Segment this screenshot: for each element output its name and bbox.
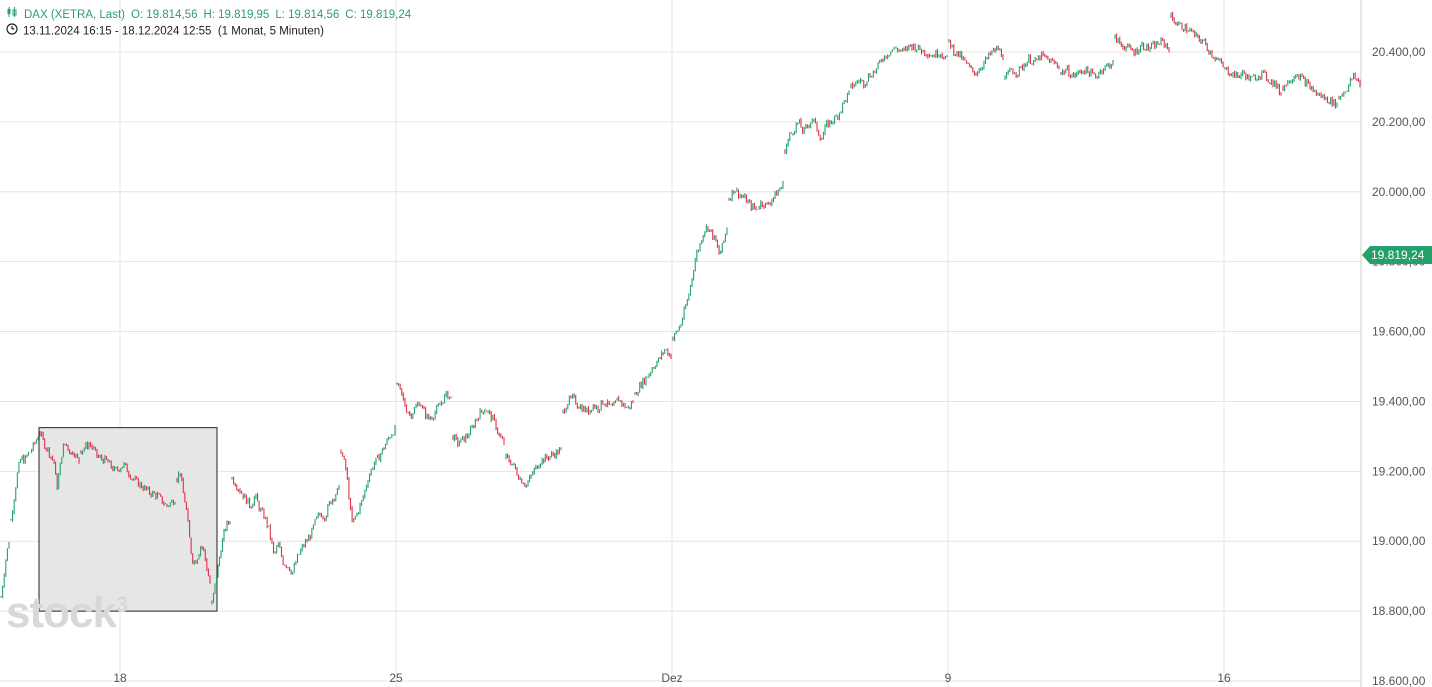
session-2024-12-04 [784,90,850,155]
range-line: 13.11.2024 16:15 - 18.12.2024 12:55 (1 M… [6,23,417,40]
session-2024-11-25 [396,382,452,421]
x-tick-label: 16 [1217,671,1231,685]
session-2024-12-17 [1282,73,1338,109]
session-2024-12-16 [1224,66,1282,96]
y-axis-ticks: 18.600,00 18.800,00 19.000,00 19.200,00 19.4… [1372,45,1426,687]
session-2024-12-05 [850,46,895,89]
session-2024-12-13 [1170,11,1224,68]
session-2024-11-20 [211,520,231,605]
chart-header: DAX (XETRA, Last) O: 19.814,56 H: 19.819,9… [6,6,417,40]
x-tick-label: 18 [113,671,127,685]
chart-grid [0,0,1361,687]
x-tick-label: Dez [661,671,682,685]
session-2024-12-18 [1338,72,1361,100]
y-tick-label: 19.600,00 [1372,325,1426,339]
session-2024-12-10 [1004,50,1060,81]
session-2024-12-03 [728,180,784,211]
high-value: H: 19.819,95 [203,8,270,21]
y-tick-label: 19.400,00 [1372,394,1426,408]
session-2024-11-29 [634,348,672,397]
clock-icon [6,23,18,40]
highlight-box [38,427,218,612]
session-2024-12-12 [1114,33,1170,57]
session-2024-11-14 [10,436,39,522]
last-price-label: 19.819,24 [1371,248,1425,262]
session-2024-11-27 [505,447,562,488]
y-tick-label: 18.800,00 [1372,604,1426,618]
y-tick-label: 20.000,00 [1372,185,1426,199]
session-2024-12-11 [1060,59,1114,79]
y-tick-label: 19.200,00 [1372,464,1426,478]
session-2024-12-09 [948,39,1004,77]
y-tick-label: 20.200,00 [1372,115,1426,129]
session-2024-11-13 [0,541,10,599]
session-2024-11-21 [231,476,340,575]
y-tick-label: 20.400,00 [1372,45,1426,59]
resolution-label: (1 Monat, 5 Minuten) [217,25,324,38]
price-series [0,11,1361,605]
session-2024-11-22 [340,424,396,523]
low-value: L: 19.814,56 [275,8,340,21]
session-2024-11-26 [452,408,505,448]
x-tick-label: 9 [945,671,952,685]
session-2024-11-15 [39,431,80,491]
session-2024-11-18 [80,441,176,508]
symbol-label: DAX (XETRA, Last) [24,8,125,21]
session-2024-11-19 [176,471,211,584]
session-2024-12-02 [672,224,728,342]
session-2024-12-06 [895,43,948,60]
close-value: C: 19.819,24 [345,8,412,21]
x-tick-label: 25 [389,671,403,685]
stock3-watermark-logo: stock3 [6,588,128,637]
last-price-tag: 19.819,24 [1362,245,1432,264]
y-tick-label: 18.600,00 [1372,674,1426,687]
session-2024-11-28 [562,393,634,415]
open-value: O: 19.814,56 [130,8,198,21]
x-axis-ticks: 18 25 Dez 9 16 [113,671,1231,685]
y-tick-label: 19.000,00 [1372,534,1426,548]
ohlc-line: DAX (XETRA, Last) O: 19.814,56 H: 19.819,9… [6,6,417,23]
last-price-marker [1362,245,1432,264]
candlestick-icon [6,6,18,23]
date-range: 13.11.2024 16:15 - 18.12.2024 12:55 [23,25,212,38]
